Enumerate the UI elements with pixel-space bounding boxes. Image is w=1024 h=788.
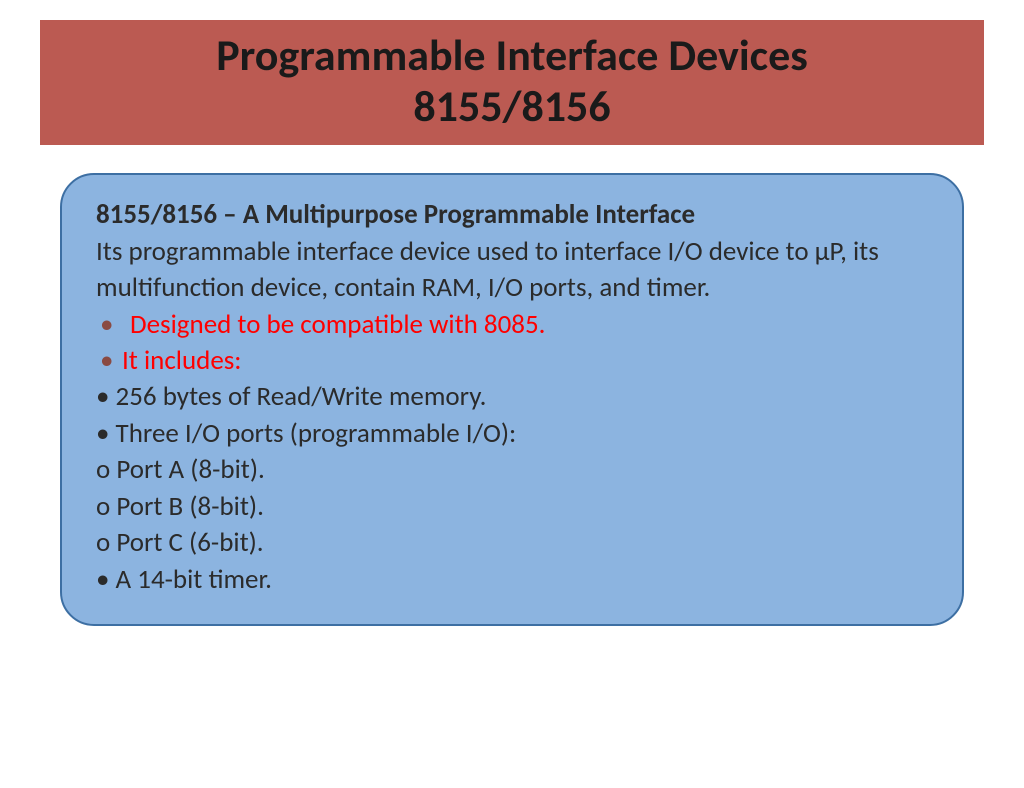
content-line: o Port B (8-bit).	[96, 489, 928, 525]
bullet-dot-icon: •	[96, 343, 122, 379]
red-bullet-row: • Designed to be compatible with 8085.	[96, 307, 928, 343]
slide-title-line2: 8155/8156	[60, 81, 964, 132]
red-bullet-text: It includes:	[122, 343, 928, 379]
content-line: o Port A (8-bit).	[96, 452, 928, 488]
content-panel: 8155/8156 – A Multipurpose Programmable …	[60, 173, 964, 626]
content-subtitle: 8155/8156 – A Multipurpose Programmable …	[96, 197, 928, 233]
content-line: o Port C (6-bit).	[96, 525, 928, 561]
bullet-dot-icon: •	[96, 307, 122, 343]
red-bullet-text: Designed to be compatible with 8085.	[122, 307, 928, 343]
content-line: • A 14-bit timer.	[96, 562, 928, 598]
red-bullet-row: • It includes:	[96, 343, 928, 379]
content-line: • 256 bytes of Read/Write memory.	[96, 379, 928, 415]
content-intro: Its programmable interface device used t…	[96, 234, 928, 307]
slide-title-line1: Programmable Interface Devices	[60, 30, 964, 81]
content-line: • Three I/O ports (programmable I/O):	[96, 416, 928, 452]
slide-title-bar: Programmable Interface Devices 8155/8156	[40, 20, 984, 145]
